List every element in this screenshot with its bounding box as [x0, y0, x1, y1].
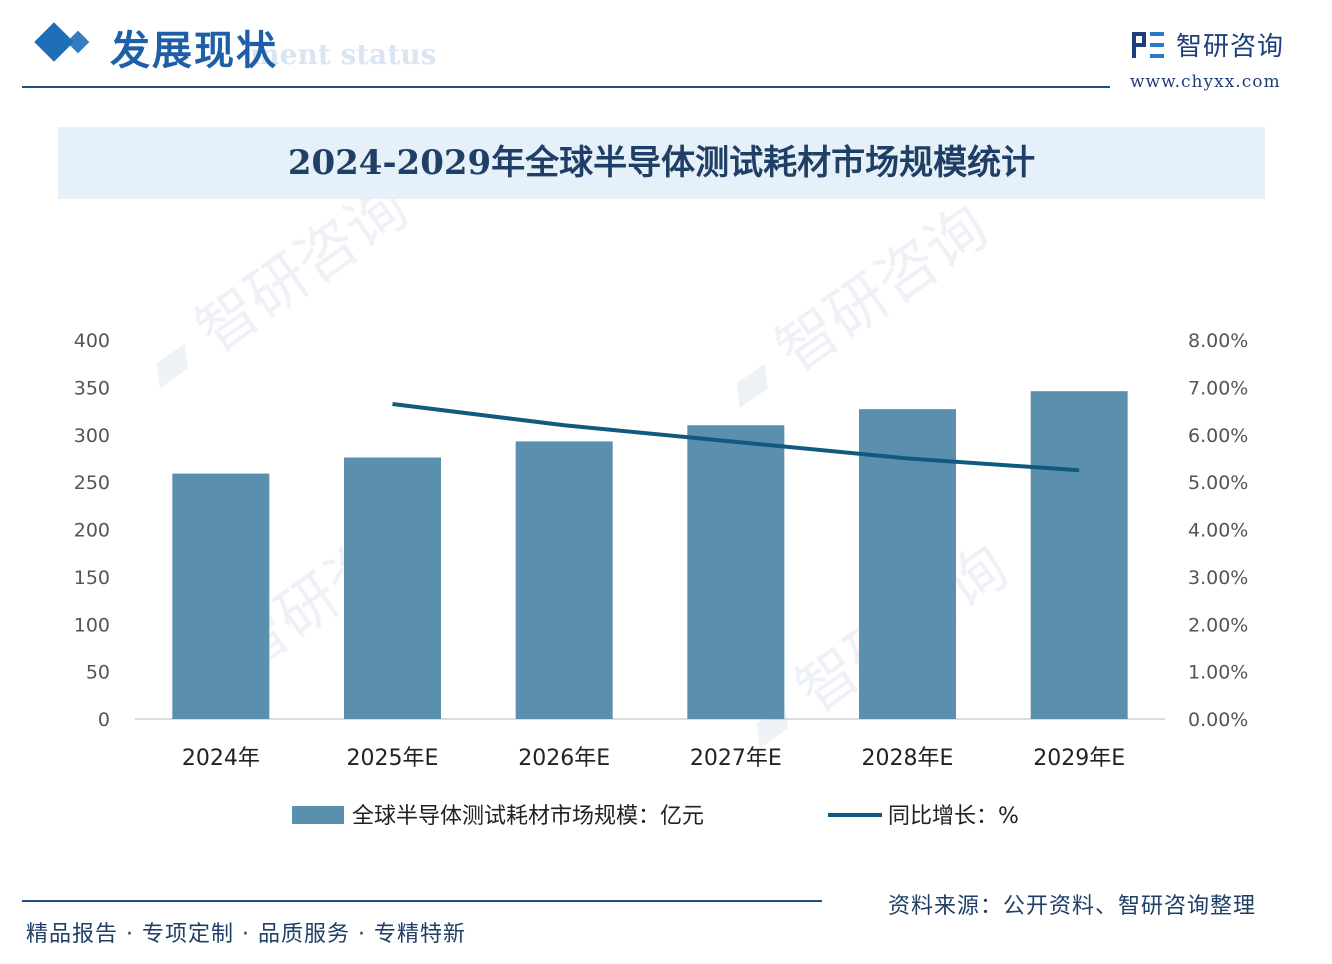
page-title-en: ment status — [250, 38, 437, 71]
page-title: 发展现状 — [110, 27, 278, 74]
y-right-tick-label: 3.00% — [1188, 567, 1248, 589]
y-left-tick-label: 400 — [74, 330, 110, 352]
bar — [344, 457, 441, 719]
y-right-tick-label: 8.00% — [1188, 330, 1248, 352]
y-right-tick-label: 1.00% — [1188, 662, 1248, 684]
y-left-tick-label: 50 — [86, 662, 110, 684]
x-tick-label: 2024年 — [182, 746, 260, 771]
x-tick-label: 2027年E — [690, 746, 782, 771]
chart-title: 2024-2029年全球半导体测试耗材市场规模统计 — [287, 143, 1036, 183]
bar — [515, 441, 613, 719]
brand-url: www.chyxx.com — [1130, 72, 1281, 92]
footer-slogan: 精品报告 · 专项定制 · 品质服务 · 专精特新 — [26, 922, 466, 947]
y-right-tick-label: 0.00% — [1188, 709, 1248, 731]
x-tick-label: 2025年E — [347, 746, 439, 771]
footer-source: 资料来源：公开资料、智研咨询整理 — [888, 894, 1257, 919]
legend-label-line: 同比增长：% — [888, 804, 1019, 829]
bar — [1030, 391, 1128, 719]
y-right-tick-label: 6.00% — [1188, 425, 1248, 447]
bar — [172, 473, 270, 719]
chart: 0 50 100 150 200 250 300 350 400 0.00% 1.00% 2.00% 3… — [74, 330, 1249, 829]
x-tick-label: 2026年E — [518, 746, 610, 771]
brand: 智研咨询 www.chyxx.com — [1130, 26, 1310, 96]
y-right-tick-label: 4.00% — [1188, 520, 1248, 542]
y-left-tick-label: 250 — [74, 472, 110, 494]
x-tick-label: 2029年E — [1033, 746, 1125, 771]
y-left-tick-label: 350 — [74, 377, 110, 399]
y-left-tick-label: 200 — [74, 520, 110, 542]
growth-line — [392, 401, 1080, 473]
legend-swatch-bar — [292, 806, 344, 824]
y-right-tick-label: 2.00% — [1188, 614, 1248, 636]
chart-title-band: 2024-2029年全球半导体测试耗材市场规模统计 — [58, 127, 1265, 199]
y-left-tick-label: 300 — [74, 425, 110, 447]
y-right-tick-label: 7.00% — [1188, 377, 1248, 399]
y-left-tick-label: 0 — [98, 709, 110, 731]
footer-divider — [22, 900, 822, 902]
y-left-tick-label: 100 — [74, 614, 110, 636]
legend-label-bar: 全球半导体测试耗材市场规模：亿元 — [352, 804, 704, 829]
x-tick-label: 2028年E — [862, 746, 954, 771]
bar — [687, 425, 785, 719]
y-right-tick-label: 5.00% — [1188, 472, 1248, 494]
header: ment status 发展现状 智研咨询 www.chyxx.com — [0, 0, 1332, 100]
brand-logo-icon — [1132, 32, 1164, 58]
y-left-tick-label: 150 — [74, 567, 110, 589]
brand-name: 智研咨询 — [1176, 32, 1285, 62]
header-divider — [22, 86, 1110, 88]
